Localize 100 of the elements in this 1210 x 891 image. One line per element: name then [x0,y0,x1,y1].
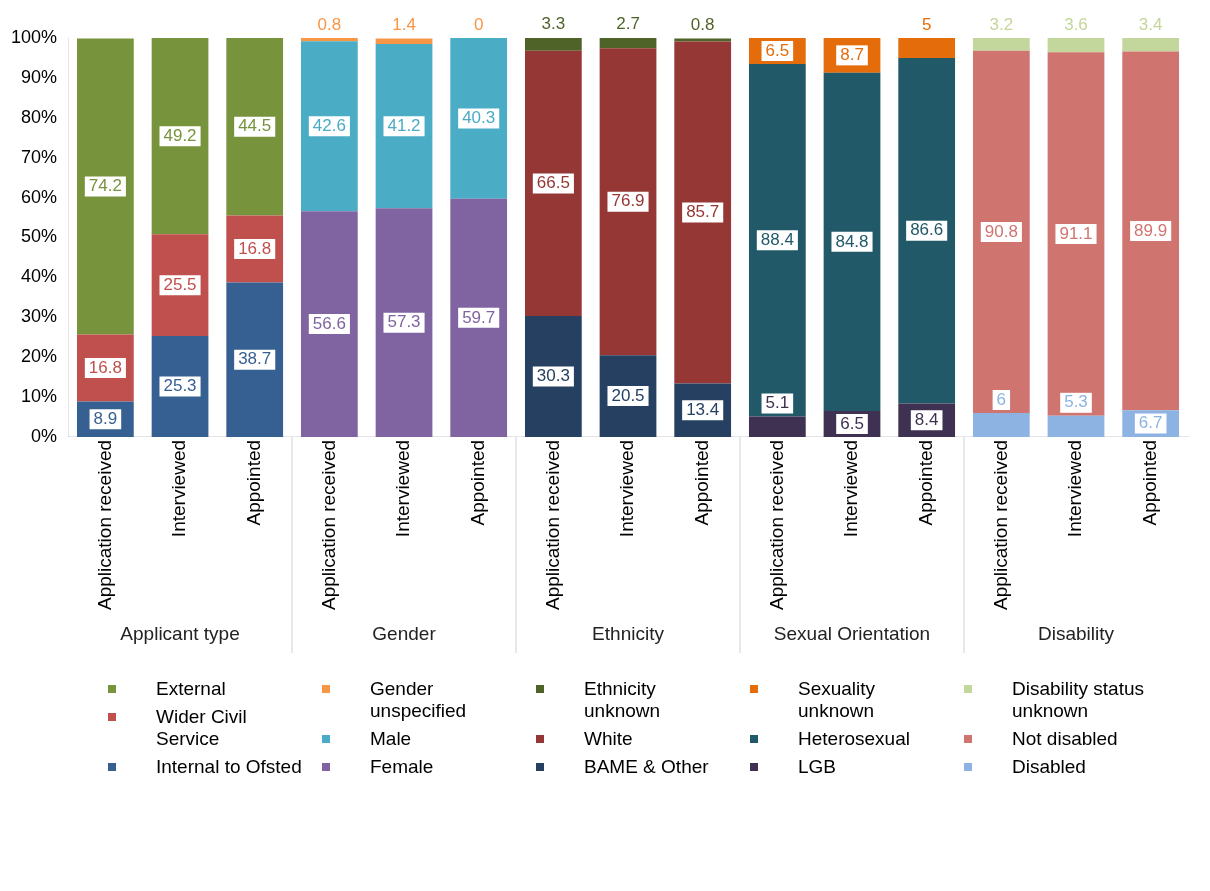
y-tick-label: 40% [21,266,58,287]
bar [898,38,956,58]
data-label: 2.7 [616,14,640,34]
data-label: 42.6 [312,115,346,135]
x-tick-label: Interviewed [840,439,862,538]
data-label: 3.3 [541,14,566,34]
x-tick-label: Appointed [690,439,712,526]
bar [524,316,582,437]
bar [599,38,657,49]
legend-label: Internal to Ofsted [156,756,302,778]
data-label: 3.2 [989,14,1014,34]
data-label: 88.4 [760,229,794,249]
legend-label: BAME & Other [584,756,709,778]
data-label: 91.1 [1059,223,1093,243]
data-label: 49.2 [163,125,197,145]
x-tick-label: Interviewed [392,439,414,538]
legend-label: White [584,728,633,750]
legend-label: Male [370,728,412,750]
data-label: 3.4 [1138,14,1163,34]
bar [898,57,956,404]
bar [674,41,732,384]
data-label: 8.9 [93,408,118,428]
data-label: 3.6 [1064,14,1088,34]
y-tick-label: 0% [31,425,58,446]
data-label: 8.4 [914,409,939,429]
bar [524,38,582,51]
data-label: 57.3 [387,312,421,332]
x-tick-label: Interviewed [168,439,190,538]
bar [300,38,358,42]
bar [972,50,1030,414]
data-label: 25.3 [163,376,197,396]
bar [450,198,508,437]
data-label: 16.8 [88,357,122,377]
bar [77,38,134,335]
data-label: 85.7 [686,202,720,222]
data-label: 5.1 [765,393,790,413]
data-label: 66.5 [536,173,570,193]
bar [375,208,433,437]
data-label: 90.8 [984,221,1018,241]
bar [972,38,1030,51]
data-label: 6.7 [1138,413,1163,433]
x-tick-label: Application received [541,439,563,610]
data-label: 16.8 [238,238,272,258]
bar [972,413,1030,437]
bar [151,38,209,235]
legend-label: Heterosexual [798,728,910,750]
bar [524,50,582,317]
data-label: 76.9 [611,191,645,211]
data-label: 6.5 [840,413,864,433]
x-tick-label: Interviewed [616,439,638,538]
text: Ethnicity [592,623,665,645]
bar [1047,52,1105,416]
x-tick-label: Application received [93,439,115,610]
legend-label: Gender unspecified [370,678,468,722]
y-tick-label: 30% [21,306,58,327]
legend-label: Wider Civil Service [156,706,248,750]
y-tick-label: 60% [21,186,58,207]
data-label: 13.4 [686,399,720,419]
bar [375,38,433,44]
bar [599,48,657,356]
bar [450,38,508,199]
x-tick-label: Appointed [1138,439,1160,526]
bar [226,282,284,437]
data-label: 6 [996,389,1007,409]
text: Sexual Orientation [773,623,931,645]
legend-label: Female [370,756,434,778]
data-label: 6.5 [765,40,790,60]
data-label: 1.4 [392,15,416,35]
data-label: 0 [473,14,484,34]
data-label: 89.9 [1134,220,1168,240]
data-label: 0.8 [690,15,715,35]
bar [674,38,732,42]
data-label: 40.3 [462,108,496,128]
data-label: 41.2 [387,115,421,135]
text: Applicant type [120,623,240,645]
data-label: 30.3 [536,366,570,386]
data-label: 0.8 [317,14,342,34]
data-label: 56.6 [312,313,346,333]
data-label: 38.7 [238,349,272,369]
x-tick-label: Appointed [466,439,488,526]
bar [1047,38,1105,53]
data-label: 86.6 [910,220,944,240]
data-label: 59.7 [462,307,496,327]
data-label: 5.3 [1064,392,1088,412]
y-tick-label: 100% [10,26,58,47]
bar [375,43,433,209]
bar [300,41,358,212]
y-tick-label: 50% [21,226,58,247]
bar [226,38,284,216]
legend-label: Disability status unknown [1012,678,1145,722]
legend-label: LGB [798,756,837,778]
data-label: 5 [921,14,932,34]
data-label: 20.5 [611,385,645,405]
bar [1122,38,1180,52]
y-tick-label: 10% [21,386,58,407]
x-tick-label: Interviewed [1064,439,1086,538]
legend-label: External [156,678,226,700]
data-label: 8.7 [840,45,864,65]
x-tick-label: Application received [317,439,339,610]
data-label: 74.2 [88,176,122,196]
